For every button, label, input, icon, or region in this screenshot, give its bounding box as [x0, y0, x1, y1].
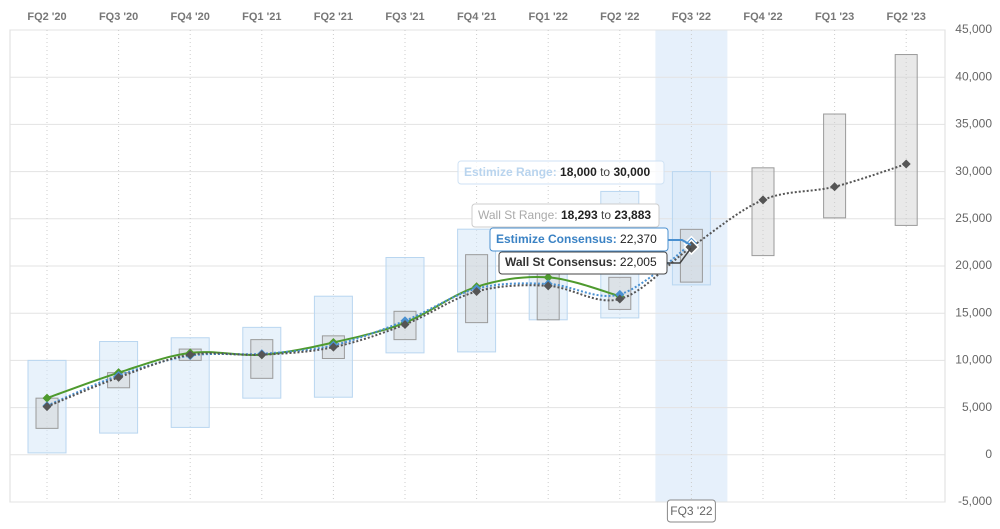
x-tick-label: FQ4 '22: [743, 11, 782, 23]
y-tick-label: 40,000: [955, 69, 992, 83]
tooltip-box: [489, 227, 669, 252]
x-tick-label: FQ2 '20: [27, 11, 66, 23]
x-tick-label: FQ3 '20: [99, 11, 138, 23]
x-tick-label: FQ3 '22: [672, 11, 711, 23]
x-tick-label: FQ1 '23: [815, 11, 854, 23]
y-tick-label: 15,000: [955, 305, 992, 319]
point-marker: [543, 281, 553, 291]
tooltip-label: Estimize Range:: [464, 165, 557, 179]
tooltip-joiner: to: [601, 208, 611, 222]
point-marker: [830, 182, 840, 192]
x-tick-label: FQ1 '21: [242, 11, 281, 23]
point-marker: [758, 195, 768, 205]
tooltip: Estimize Consensus: 22,370: [496, 232, 657, 246]
x-tick-label: FQ1 '22: [529, 11, 568, 23]
tooltip-box: [498, 251, 668, 275]
y-tick-label: 5,000: [962, 400, 992, 414]
tooltip-value: 22,370: [620, 232, 657, 246]
range-box: [894, 54, 918, 226]
y-tick-label: 20,000: [955, 258, 992, 272]
point-marker: [400, 320, 410, 330]
y-tick-label: -5,000: [958, 494, 992, 508]
point-marker: [901, 159, 911, 169]
range-box: [385, 257, 425, 354]
tooltip-box: [457, 160, 665, 185]
point-marker: [328, 342, 338, 352]
point-marker: [185, 350, 195, 360]
y-tick-label: 45,000: [955, 22, 992, 36]
point-marker: [257, 350, 267, 360]
highlight-label-box: [666, 499, 716, 523]
x-tick-label: FQ2 '21: [314, 11, 353, 23]
range-box: [671, 171, 711, 286]
tooltip-box: [471, 203, 660, 228]
tooltip-label: Estimize Consensus:: [496, 232, 617, 246]
tooltips: Estimize Range: 18,000 to 30,000 Wall St…: [457, 160, 692, 275]
x-tick-label: FQ2 '23: [887, 11, 926, 23]
range-box: [751, 167, 775, 257]
tooltip-connector: [667, 247, 692, 264]
y-tick-label: 30,000: [955, 164, 992, 178]
tooltip-value: 18,000: [560, 165, 597, 179]
point-marker: [114, 372, 124, 382]
y-tick-label: 35,000: [955, 117, 992, 131]
tooltip-label: Wall St Consensus:: [505, 255, 617, 269]
tooltip-joiner: to: [600, 165, 610, 179]
range-box: [823, 113, 847, 219]
x-tick-label: FQ4 '21: [457, 11, 496, 23]
point-marker: [543, 272, 553, 282]
point-marker: [615, 289, 625, 299]
point-marker: [42, 393, 52, 403]
tooltip-value: 18,293: [561, 208, 598, 222]
point-marker: [472, 286, 482, 296]
point-marker: [615, 294, 625, 304]
y-tick-label: 0: [985, 447, 992, 461]
highlight-label: FQ3 '22: [670, 504, 713, 518]
y-tick-label: 10,000: [955, 353, 992, 367]
tooltip-value: 30,000: [613, 165, 650, 179]
point-marker: [42, 402, 52, 412]
tooltip: Wall St Consensus: 22,005: [505, 255, 657, 269]
tooltip-connector: [668, 239, 692, 246]
x-tick-label: FQ2 '22: [600, 11, 639, 23]
tooltip-label: Wall St Range:: [478, 208, 558, 222]
x-tick-label: FQ4 '20: [171, 11, 210, 23]
tooltip-value: 22,005: [620, 255, 657, 269]
y-tick-label: 25,000: [955, 211, 992, 225]
tooltip: Wall St Range: 18,293 to 23,883: [478, 208, 651, 222]
tooltip-value: 23,883: [614, 208, 651, 222]
x-tick-label: FQ3 '21: [385, 11, 424, 23]
tooltip: Estimize Range: 18,000 to 30,000: [464, 165, 650, 179]
